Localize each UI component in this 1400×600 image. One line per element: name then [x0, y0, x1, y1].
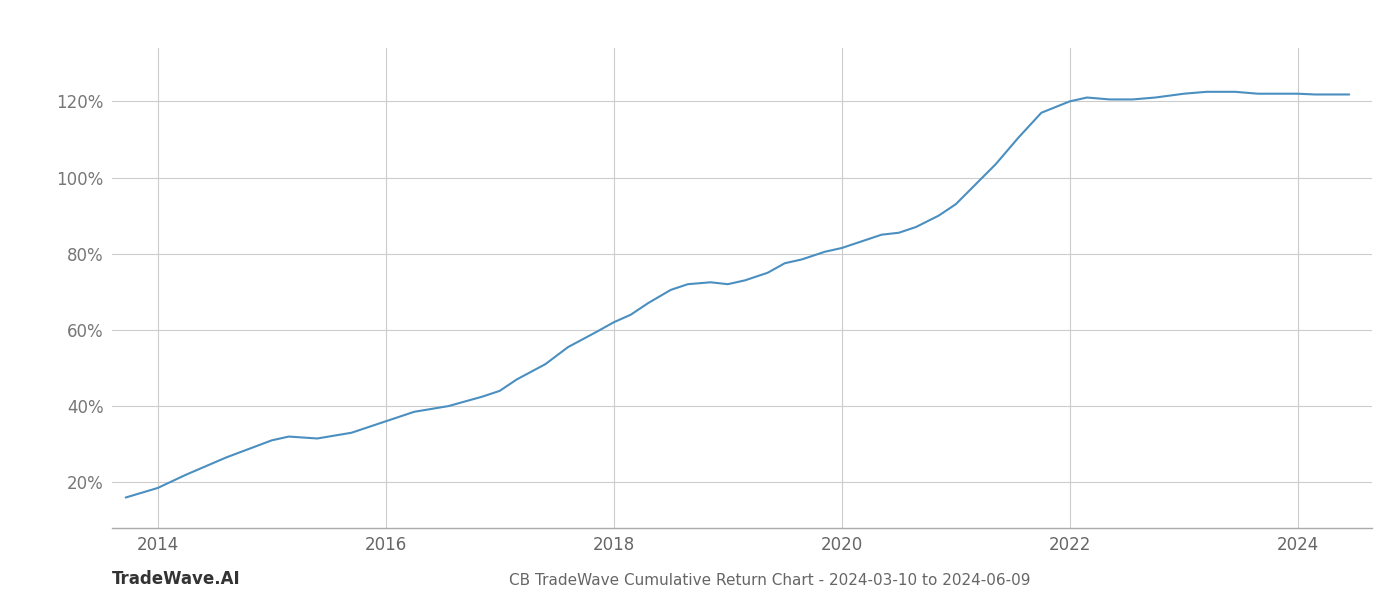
Text: CB TradeWave Cumulative Return Chart - 2024-03-10 to 2024-06-09: CB TradeWave Cumulative Return Chart - 2…: [510, 573, 1030, 588]
Text: TradeWave.AI: TradeWave.AI: [112, 570, 241, 588]
